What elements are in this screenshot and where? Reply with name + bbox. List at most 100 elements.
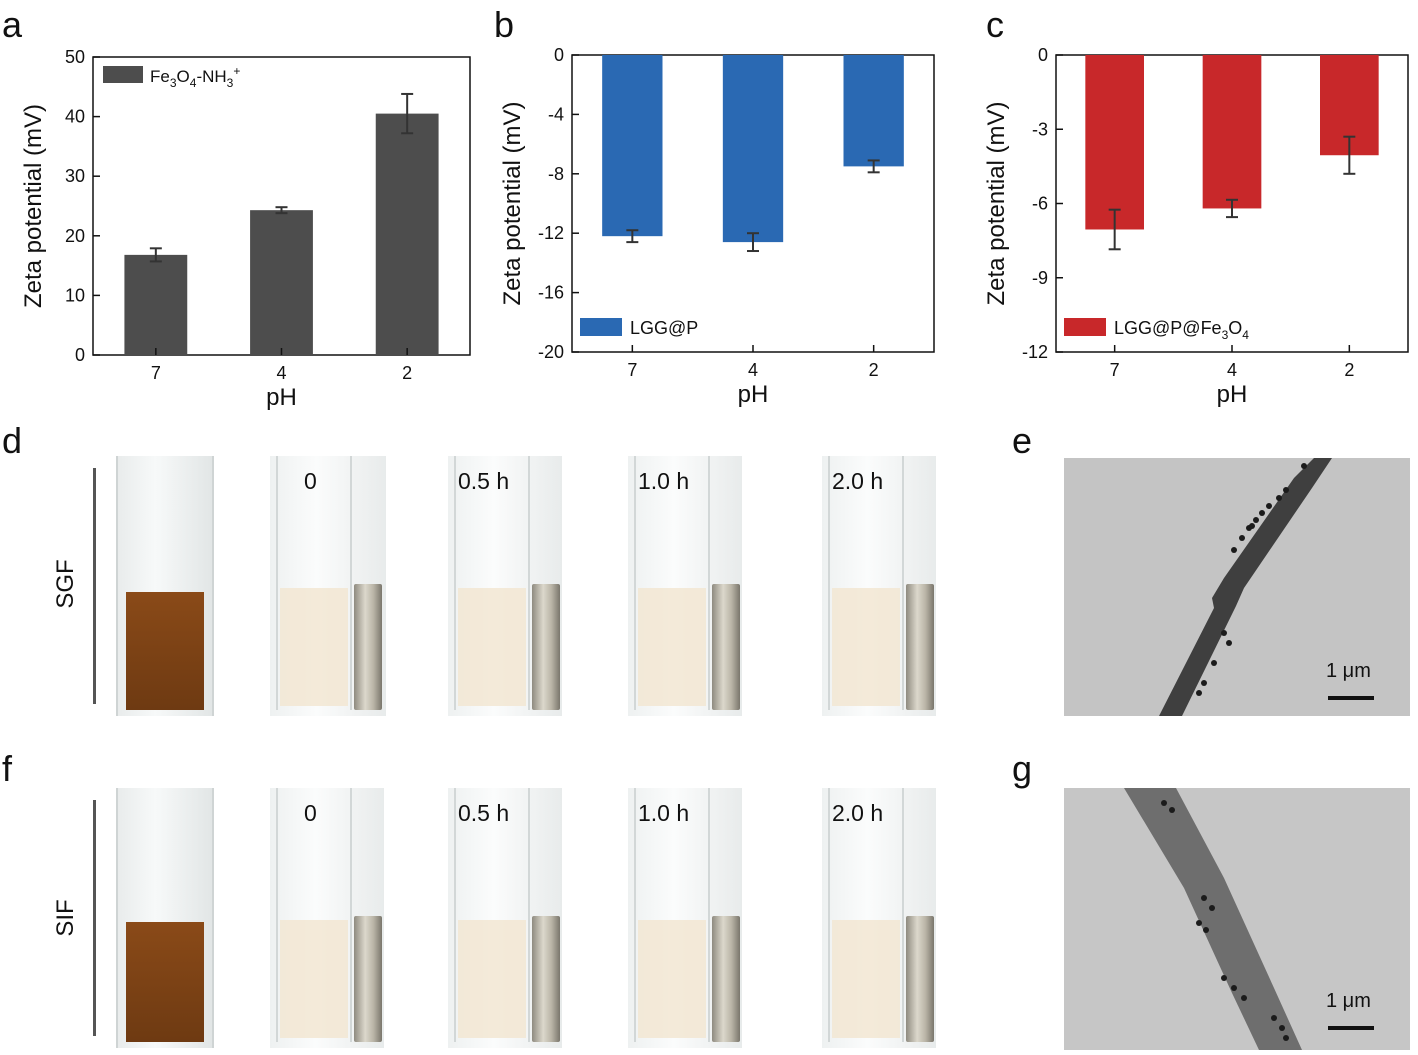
legend-text-part: 3 (1222, 328, 1229, 342)
magnet (354, 916, 382, 1042)
legend-text-part: LGG@P@Fe (1114, 318, 1222, 338)
x-axis-label: pH (738, 381, 769, 408)
cuvette-glass (276, 456, 352, 710)
time-label: 0.5 h (458, 468, 510, 494)
cuvette-sgf-1 (448, 456, 562, 716)
time-label: 0 (304, 800, 317, 826)
x-tick-label: 7 (151, 363, 161, 383)
magnet (712, 916, 740, 1042)
y-axis-label: Zeta potential (mV) (499, 101, 526, 305)
legend-text-part: 4 (1242, 328, 1249, 342)
cleared-liquid (638, 920, 706, 1038)
y-tick-label: -3 (1032, 119, 1048, 139)
zeta-chart-c: 0 -3 -6 -9 -12 7 4 2 pH Zeta potential (mV) LGG@P@… (960, 0, 1418, 410)
cuvette-sgf-0 (270, 456, 386, 716)
panel-label-b: b (494, 4, 515, 45)
tem-image-e (1064, 458, 1410, 716)
cuvette-glass (454, 456, 530, 710)
tem-rod-e (1159, 458, 1332, 716)
x-tick-label: 4 (1227, 360, 1237, 380)
cleared-liquid (280, 588, 348, 706)
magnet (532, 584, 560, 710)
suspension-liquid (126, 592, 204, 710)
bar-2 (843, 55, 904, 167)
y-tick-label: 10 (65, 285, 85, 305)
x-axis-label: pH (1217, 381, 1248, 408)
magnet (532, 916, 560, 1042)
magnet (906, 916, 934, 1042)
tem-rod-g (1124, 788, 1302, 1050)
cuvette-glass (828, 456, 904, 710)
panel-label-c: c (986, 4, 1004, 45)
y-axis-label: Zeta potential (mV) (20, 104, 47, 308)
legend-swatch-b (580, 318, 622, 336)
legend-text-part: -NH (196, 67, 226, 86)
zeta-chart-a: 0 10 20 30 40 50 7 4 2 pH Zeta potential (mV) Fe3O4… (0, 0, 480, 410)
cleared-liquid (832, 588, 900, 706)
y-tick-label: -4 (548, 104, 564, 124)
cuvette-sif-0 (270, 788, 384, 1048)
panel-label-a: a (2, 4, 23, 45)
x-tick-label: 4 (748, 360, 758, 380)
suspension-liquid (126, 922, 204, 1042)
x-tick-label: 2 (869, 360, 879, 380)
time-label: 0.5 h (458, 800, 510, 826)
panel-label-g: g (1012, 748, 1033, 789)
cuvette-glass (634, 456, 710, 710)
y-tick-label: -12 (1022, 342, 1048, 362)
bar-4 (250, 210, 313, 355)
y-tick-label: 0 (75, 345, 85, 365)
legend-swatch-c (1064, 318, 1106, 336)
y-tick-label: 30 (65, 166, 85, 186)
zeta-chart-b: 0 -4 -8 -12 -16 -20 7 4 2 pH Zeta potential (mV) LG… (480, 0, 960, 410)
scale-label-e: 1 μm (1326, 660, 1371, 682)
legend-label-b: LGG@P (630, 318, 698, 338)
legend-label-a: Fe3O4-NH3+ (150, 64, 240, 90)
y-tick-label: 0 (554, 45, 564, 65)
sif-row-divider (93, 800, 96, 1036)
x-tick-label: 2 (1344, 360, 1354, 380)
bar-7 (602, 55, 663, 237)
panel-label-d: d (2, 420, 23, 461)
legend-swatch-a (103, 66, 143, 83)
zeta-chart-b-svg: 0 -4 -8 -12 -16 -20 7 4 2 pH Zeta potential (mV) LG… (499, 45, 935, 408)
y-tick-label: -9 (1032, 268, 1048, 288)
tem-micrograph-e (1064, 458, 1410, 716)
cuvette-sgf-2 (628, 456, 742, 716)
time-label: 1.0 h (638, 800, 690, 826)
legend-text-part: + (233, 64, 240, 78)
time-label: 2.0 h (832, 800, 884, 826)
cuvette-sif-2 (628, 788, 742, 1048)
legend-text-part: O (177, 67, 190, 86)
y-axis-label: Zeta potential (mV) (983, 101, 1010, 305)
x-tick-label: 7 (627, 360, 637, 380)
y-tick-label: -12 (538, 223, 564, 243)
cuvette-sif-1 (448, 788, 562, 1048)
cleared-liquid (458, 920, 526, 1038)
time-label: 0 (304, 468, 317, 494)
legend-label-c: LGG@P@Fe3O4 (1114, 318, 1249, 342)
magnet (354, 584, 382, 710)
bar-7 (1085, 55, 1144, 230)
y-tick-label: 40 (65, 107, 85, 127)
legend-text-part: Fe (150, 67, 170, 86)
tem-particles-e (1196, 463, 1307, 696)
x-tick-label: 7 (1110, 360, 1120, 380)
x-tick-label: 2 (402, 363, 412, 383)
panel-label-e: e (1012, 420, 1033, 461)
legend-text-part: 4 (190, 76, 197, 90)
bar-2 (375, 113, 439, 356)
sif-row-label: SIF (52, 899, 79, 937)
y-tick-label: 50 (65, 47, 85, 67)
cuvette-sif-3 (822, 788, 936, 1048)
time-label: 1.0 h (638, 468, 690, 494)
y-tick-label: 20 (65, 226, 85, 246)
tem-image-g (1064, 788, 1410, 1050)
scale-bar-g (1328, 1026, 1374, 1030)
scale-label-g: 1 μm (1326, 990, 1371, 1012)
scale-bar-e (1328, 696, 1374, 700)
cleared-liquid (832, 920, 900, 1038)
magnet (712, 584, 740, 710)
bar-4 (1202, 55, 1262, 209)
